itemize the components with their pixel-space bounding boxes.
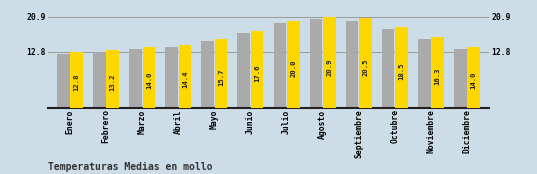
Bar <box>142 47 155 108</box>
Text: 16.3: 16.3 <box>434 67 440 85</box>
Text: 20.0: 20.0 <box>290 60 296 77</box>
Bar <box>57 54 70 108</box>
Text: Temperaturas Medias en mollo: Temperaturas Medias en mollo <box>48 162 213 172</box>
Bar <box>382 29 395 108</box>
Text: 12.8: 12.8 <box>74 74 79 92</box>
Bar <box>251 31 264 108</box>
Bar <box>237 33 250 108</box>
Text: 13.2: 13.2 <box>110 73 116 91</box>
Bar <box>70 52 83 108</box>
Bar <box>273 23 286 108</box>
Text: 20.9: 20.9 <box>326 58 332 76</box>
Bar <box>93 52 106 108</box>
Bar <box>215 39 227 108</box>
Bar <box>467 47 480 108</box>
Bar <box>454 49 467 108</box>
Bar <box>359 18 372 108</box>
Bar <box>201 41 214 108</box>
Bar <box>106 50 119 108</box>
Bar <box>129 49 142 108</box>
Text: 14.0: 14.0 <box>146 72 152 89</box>
Bar <box>179 45 191 108</box>
Bar <box>310 19 322 108</box>
Text: 14.0: 14.0 <box>471 72 477 89</box>
Bar <box>431 37 444 108</box>
Bar <box>395 27 408 108</box>
Bar <box>287 21 300 108</box>
Bar <box>346 21 358 108</box>
Bar <box>323 17 336 108</box>
Text: 17.6: 17.6 <box>254 65 260 82</box>
Text: 14.4: 14.4 <box>182 71 188 88</box>
Text: 20.5: 20.5 <box>362 59 368 76</box>
Text: 18.5: 18.5 <box>398 63 404 80</box>
Text: 15.7: 15.7 <box>218 68 224 86</box>
Bar <box>418 39 431 108</box>
Bar <box>165 47 178 108</box>
